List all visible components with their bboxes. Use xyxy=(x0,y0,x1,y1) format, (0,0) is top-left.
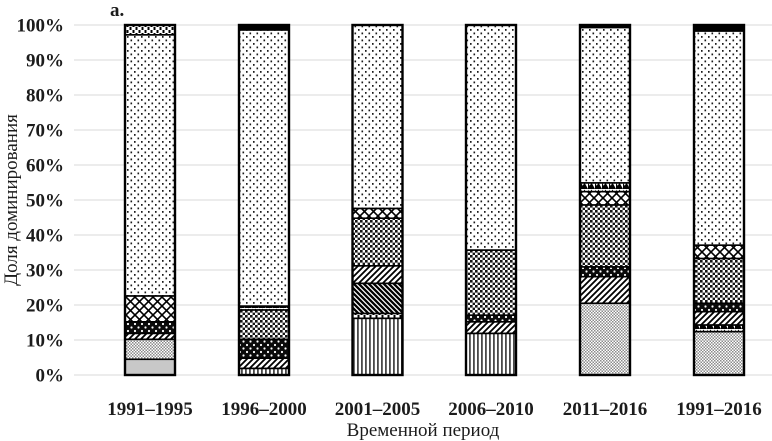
bar-segment-diag-light xyxy=(124,332,176,341)
x-category-label: 2006–2010 xyxy=(448,399,534,420)
bar-2001–2005 xyxy=(351,23,404,377)
x-category-label: 2001–2005 xyxy=(335,399,421,420)
bar-segment-diag-light xyxy=(693,310,745,326)
bar-segment-vstripes xyxy=(351,317,404,376)
y-tick-label: 100% xyxy=(17,16,65,37)
bar-segment-dense-checker xyxy=(238,309,290,341)
bar-segment-diag-light xyxy=(238,357,290,370)
y-tick-label: 0% xyxy=(36,366,65,387)
bar-segment-dense-checker xyxy=(465,249,517,316)
gridlines xyxy=(74,24,772,376)
bar-series xyxy=(123,23,746,377)
figure-label: a. xyxy=(110,0,124,21)
y-axis-title: Доля доминирования xyxy=(1,114,22,286)
bar-segment-fine-checker xyxy=(693,330,745,376)
y-tick-label: 10% xyxy=(26,331,64,352)
bar-segment-diag-light xyxy=(579,275,631,305)
bar-segment-fine-checker xyxy=(579,302,631,376)
x-category-label: 1996–2000 xyxy=(221,399,307,420)
bar-segment-vstripes-dense xyxy=(124,24,176,36)
bar-outline xyxy=(351,23,404,377)
bar-segment-black-dots xyxy=(238,338,290,359)
x-category-labels: 1991–1995 1996–2000 2001–2005 2006–2010 2011… xyxy=(107,399,762,420)
bar-segment-vstripes xyxy=(465,332,517,376)
bar-outline xyxy=(578,23,632,377)
bar-segment-diamond-lattice xyxy=(693,244,745,260)
bar-outline xyxy=(237,23,291,377)
y-tick-label: 20% xyxy=(26,296,64,317)
bar-segment-dots xyxy=(351,24,404,210)
x-category-label: 2011–2016 xyxy=(563,399,647,420)
bar-segment-fine-checker xyxy=(124,338,176,361)
bar-segment-black-dots xyxy=(579,266,631,278)
y-tick-label: 60% xyxy=(26,156,64,177)
bar-segment-dense-checker xyxy=(693,257,745,305)
bar-1991–2016 xyxy=(692,23,746,377)
bar-segment-diag-light xyxy=(351,264,404,285)
bar-segment-dense-checker xyxy=(351,217,404,267)
bar-segment-black-dots xyxy=(465,314,517,323)
x-category-label: 1991–2016 xyxy=(676,399,762,420)
bar-segment-black-dots xyxy=(124,320,176,335)
bar-outline xyxy=(464,23,518,377)
bar-segment-dots xyxy=(693,30,745,246)
bar-segment-diag-light xyxy=(465,320,517,335)
bar-segment-dots xyxy=(238,29,290,307)
y-tick-label: 30% xyxy=(26,261,64,282)
bar-segment-solid-gray xyxy=(124,358,176,376)
y-tick-label: 90% xyxy=(26,51,64,72)
bar-1996–2000 xyxy=(237,23,291,377)
y-tick-label: 70% xyxy=(26,121,64,142)
bar-2006–2010 xyxy=(464,23,518,377)
y-tick-labels: 0% 10% 20% 30% 40% 50% 60% 70% 80% 90% 100% xyxy=(17,16,65,387)
bar-segment-dots xyxy=(465,24,517,251)
bar-outline xyxy=(692,23,746,377)
bar-segment-zigzag xyxy=(693,324,745,333)
x-axis-title: Временной период xyxy=(347,420,500,441)
x-category-label: 1991–1995 xyxy=(107,399,193,420)
bar-segment-diamond-lattice xyxy=(579,190,631,206)
bar-segment-diamond-lattice xyxy=(351,207,404,219)
bar-1991–1995 xyxy=(123,23,177,377)
bar-segment-zigzag xyxy=(579,182,631,193)
bar-segment-dense-checker xyxy=(579,204,631,268)
bar-2011–2016 xyxy=(578,23,632,377)
bar-segment-dots xyxy=(124,33,176,297)
bar-outline xyxy=(123,23,177,377)
bar-segment-black-dots xyxy=(693,302,745,313)
bar-segment-diag-dark xyxy=(351,282,404,315)
bar-segment-dots xyxy=(579,26,631,184)
bar-segment-diamond-lattice xyxy=(124,295,176,323)
y-tick-label: 40% xyxy=(26,226,64,247)
y-tick-label: 50% xyxy=(26,191,64,212)
y-tick-label: 80% xyxy=(26,86,64,107)
